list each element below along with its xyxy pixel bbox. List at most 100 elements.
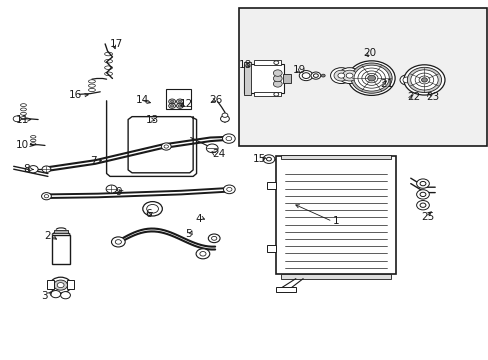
- Circle shape: [211, 237, 216, 240]
- Text: 22: 22: [406, 92, 419, 102]
- Circle shape: [419, 181, 425, 186]
- Circle shape: [206, 144, 218, 153]
- Bar: [244, 64, 283, 93]
- Circle shape: [176, 99, 183, 104]
- Circle shape: [361, 71, 381, 85]
- Circle shape: [146, 204, 158, 213]
- Bar: [281, 155, 390, 159]
- Bar: [52, 235, 70, 264]
- Text: 10: 10: [16, 140, 29, 150]
- Circle shape: [170, 100, 173, 103]
- Text: 9: 9: [115, 186, 122, 197]
- Circle shape: [347, 61, 394, 95]
- Circle shape: [321, 74, 325, 77]
- Text: 19: 19: [292, 65, 305, 75]
- Circle shape: [57, 283, 64, 288]
- Circle shape: [200, 252, 205, 256]
- Circle shape: [176, 103, 183, 108]
- Circle shape: [44, 194, 49, 198]
- Text: 21: 21: [380, 78, 393, 89]
- Circle shape: [178, 104, 182, 107]
- Text: 25: 25: [421, 212, 434, 222]
- Circle shape: [222, 113, 227, 117]
- Circle shape: [357, 68, 385, 88]
- Text: 17: 17: [110, 39, 123, 49]
- Text: 13: 13: [145, 114, 159, 125]
- Circle shape: [50, 277, 71, 293]
- Circle shape: [418, 76, 429, 84]
- Circle shape: [313, 74, 318, 77]
- Circle shape: [338, 68, 360, 84]
- Bar: [267, 244, 276, 252]
- Circle shape: [263, 155, 274, 163]
- Circle shape: [196, 249, 209, 259]
- Circle shape: [414, 73, 433, 87]
- Text: 3: 3: [41, 291, 48, 301]
- Circle shape: [273, 81, 282, 87]
- Text: 11: 11: [16, 114, 29, 125]
- Circle shape: [168, 99, 175, 104]
- Circle shape: [61, 292, 70, 299]
- Circle shape: [416, 179, 428, 188]
- Circle shape: [353, 65, 388, 91]
- Circle shape: [330, 68, 351, 84]
- Text: 20: 20: [362, 48, 375, 58]
- Text: 4: 4: [195, 213, 202, 224]
- Circle shape: [223, 185, 235, 194]
- Circle shape: [337, 73, 344, 78]
- Circle shape: [161, 143, 171, 150]
- Circle shape: [302, 73, 309, 78]
- Circle shape: [266, 157, 271, 161]
- Circle shape: [142, 202, 162, 216]
- Circle shape: [407, 67, 441, 93]
- Circle shape: [28, 166, 38, 173]
- Circle shape: [421, 78, 427, 82]
- Circle shape: [367, 75, 375, 81]
- Circle shape: [402, 77, 410, 83]
- Circle shape: [346, 73, 352, 78]
- Circle shape: [365, 73, 377, 83]
- Bar: [254, 60, 281, 65]
- Circle shape: [225, 136, 231, 141]
- Circle shape: [299, 71, 312, 81]
- Circle shape: [310, 72, 320, 79]
- Circle shape: [222, 134, 235, 143]
- Bar: [276, 287, 295, 292]
- Bar: [282, 74, 291, 83]
- Circle shape: [273, 75, 282, 82]
- Bar: [267, 181, 276, 189]
- Text: 12: 12: [180, 99, 193, 109]
- Circle shape: [54, 280, 67, 290]
- Text: 7: 7: [90, 156, 97, 166]
- Circle shape: [403, 65, 444, 95]
- Circle shape: [168, 103, 175, 108]
- Text: 8: 8: [23, 164, 30, 174]
- Bar: [254, 92, 281, 96]
- Circle shape: [399, 75, 413, 85]
- Circle shape: [178, 100, 182, 103]
- Circle shape: [106, 185, 117, 193]
- Circle shape: [170, 104, 173, 107]
- Circle shape: [13, 116, 21, 122]
- Text: 23: 23: [426, 92, 439, 102]
- Circle shape: [226, 188, 231, 191]
- Circle shape: [342, 70, 356, 81]
- Text: 15: 15: [253, 154, 266, 164]
- Circle shape: [410, 70, 437, 90]
- Text: 5: 5: [184, 229, 191, 239]
- Circle shape: [333, 70, 348, 81]
- Bar: [276, 156, 395, 274]
- Circle shape: [164, 145, 168, 148]
- Circle shape: [111, 237, 125, 247]
- Circle shape: [41, 193, 51, 200]
- Bar: [47, 280, 54, 289]
- Text: 16: 16: [69, 90, 82, 100]
- Text: 1: 1: [332, 216, 339, 226]
- Circle shape: [51, 291, 61, 298]
- Circle shape: [419, 192, 425, 197]
- Circle shape: [42, 166, 51, 172]
- Text: 26: 26: [209, 95, 222, 105]
- Text: 18: 18: [238, 60, 251, 70]
- Text: 24: 24: [212, 149, 225, 159]
- Circle shape: [273, 70, 282, 76]
